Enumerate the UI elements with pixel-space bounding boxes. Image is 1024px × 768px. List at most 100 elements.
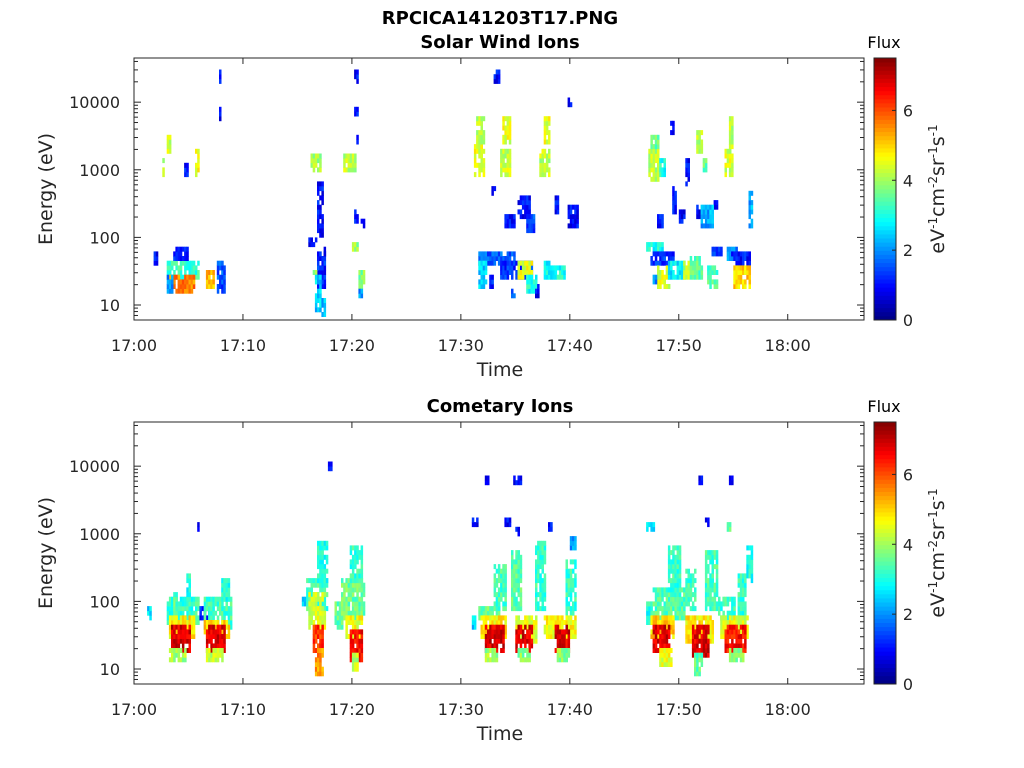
flux-cell	[489, 657, 492, 663]
flux-cell	[338, 620, 342, 625]
flux-cell	[652, 176, 656, 182]
flux-cell	[312, 592, 316, 598]
flux-cell	[563, 657, 566, 663]
flux-cell	[539, 564, 542, 570]
flux-cell	[670, 596, 673, 602]
flux-cell	[515, 648, 518, 653]
flux-cell	[687, 582, 690, 588]
flux-cell	[349, 592, 353, 598]
flux-cell	[526, 288, 529, 294]
flux-cell	[186, 260, 189, 266]
flux-cell	[735, 629, 738, 635]
colorbar-tick-label: 6	[903, 101, 913, 120]
flux-cell	[722, 596, 725, 602]
flux-cell	[319, 615, 322, 621]
flux-cell	[672, 190, 675, 196]
flux-cell	[670, 256, 673, 261]
flux-cell	[556, 643, 560, 649]
flux-cell	[349, 578, 353, 584]
flux-cell	[556, 624, 560, 630]
flux-cell	[652, 624, 656, 630]
flux-cell	[691, 606, 695, 612]
flux-cell	[354, 587, 357, 593]
flux-cell	[691, 265, 695, 271]
flux-cell	[177, 601, 181, 607]
flux-cell	[476, 116, 479, 122]
flux-cell	[667, 274, 671, 280]
flux-cell	[521, 634, 525, 639]
flux-cell	[558, 265, 562, 271]
flux-cell	[351, 242, 355, 248]
flux-cell	[308, 620, 311, 625]
flux-cell	[726, 638, 730, 644]
flux-cell	[476, 139, 479, 145]
flux-cell	[648, 610, 651, 616]
flux-cell	[168, 596, 172, 602]
flux-cell	[314, 307, 318, 313]
flux-cell	[360, 601, 364, 607]
flux-cell	[548, 153, 551, 159]
flux-cell	[166, 260, 170, 266]
flux-cell	[674, 601, 677, 607]
flux-cell	[519, 559, 523, 565]
flux-cell	[504, 601, 507, 607]
flux-cell	[491, 634, 494, 639]
flux-cell	[495, 629, 499, 635]
flux-cell	[500, 615, 503, 621]
flux-cell	[504, 167, 507, 173]
flux-cell	[739, 279, 743, 285]
flux-cell	[567, 209, 571, 215]
flux-cell	[537, 545, 540, 551]
flux-cell	[227, 620, 231, 625]
flux-cell	[184, 167, 187, 173]
flux-cell	[517, 531, 520, 537]
flux-cell	[715, 284, 719, 289]
flux-cell	[574, 624, 577, 630]
flux-cell	[321, 186, 324, 192]
flux-cell	[186, 648, 189, 653]
flux-cell	[502, 629, 505, 635]
flux-cell	[495, 610, 499, 616]
flux-cell	[192, 624, 196, 630]
flux-cell	[319, 648, 322, 653]
x-tick-label: 17:50	[656, 336, 702, 355]
flux-cell	[491, 284, 494, 289]
flux-cell	[175, 601, 178, 607]
flux-cell	[323, 298, 327, 303]
flux-cell	[687, 568, 690, 574]
flux-cell	[646, 606, 649, 612]
flux-cell	[739, 657, 743, 663]
flux-cell	[308, 615, 311, 621]
flux-cell	[517, 638, 520, 644]
flux-cell	[700, 629, 704, 635]
flux-cell	[317, 209, 320, 215]
flux-cell	[659, 274, 662, 280]
flux-cell	[515, 624, 518, 630]
flux-cell	[532, 288, 536, 294]
flux-cell	[676, 545, 680, 551]
flux-cell	[317, 279, 320, 285]
flux-cell	[489, 638, 492, 644]
flux-cell	[171, 596, 174, 602]
flux-cell	[336, 624, 340, 630]
flux-cell	[672, 251, 675, 257]
flux-cell	[480, 284, 483, 289]
flux-cell	[733, 620, 736, 625]
flux-cell	[175, 634, 178, 639]
flux-cell	[188, 270, 191, 275]
flux-cell	[356, 615, 359, 621]
flux-cell	[478, 144, 481, 150]
flux-cell	[691, 260, 695, 266]
flux-cell	[321, 256, 324, 261]
flux-cell	[208, 638, 211, 644]
flux-cell	[737, 256, 741, 261]
flux-cell	[205, 624, 209, 630]
flux-cell	[327, 461, 331, 467]
flux-cell	[208, 615, 211, 621]
flux-cell	[221, 606, 224, 612]
flux-cell	[168, 279, 172, 285]
colorbar-segment	[874, 152, 896, 157]
flux-cell	[709, 274, 712, 280]
flux-cell	[681, 209, 684, 215]
flux-cell	[321, 573, 324, 579]
